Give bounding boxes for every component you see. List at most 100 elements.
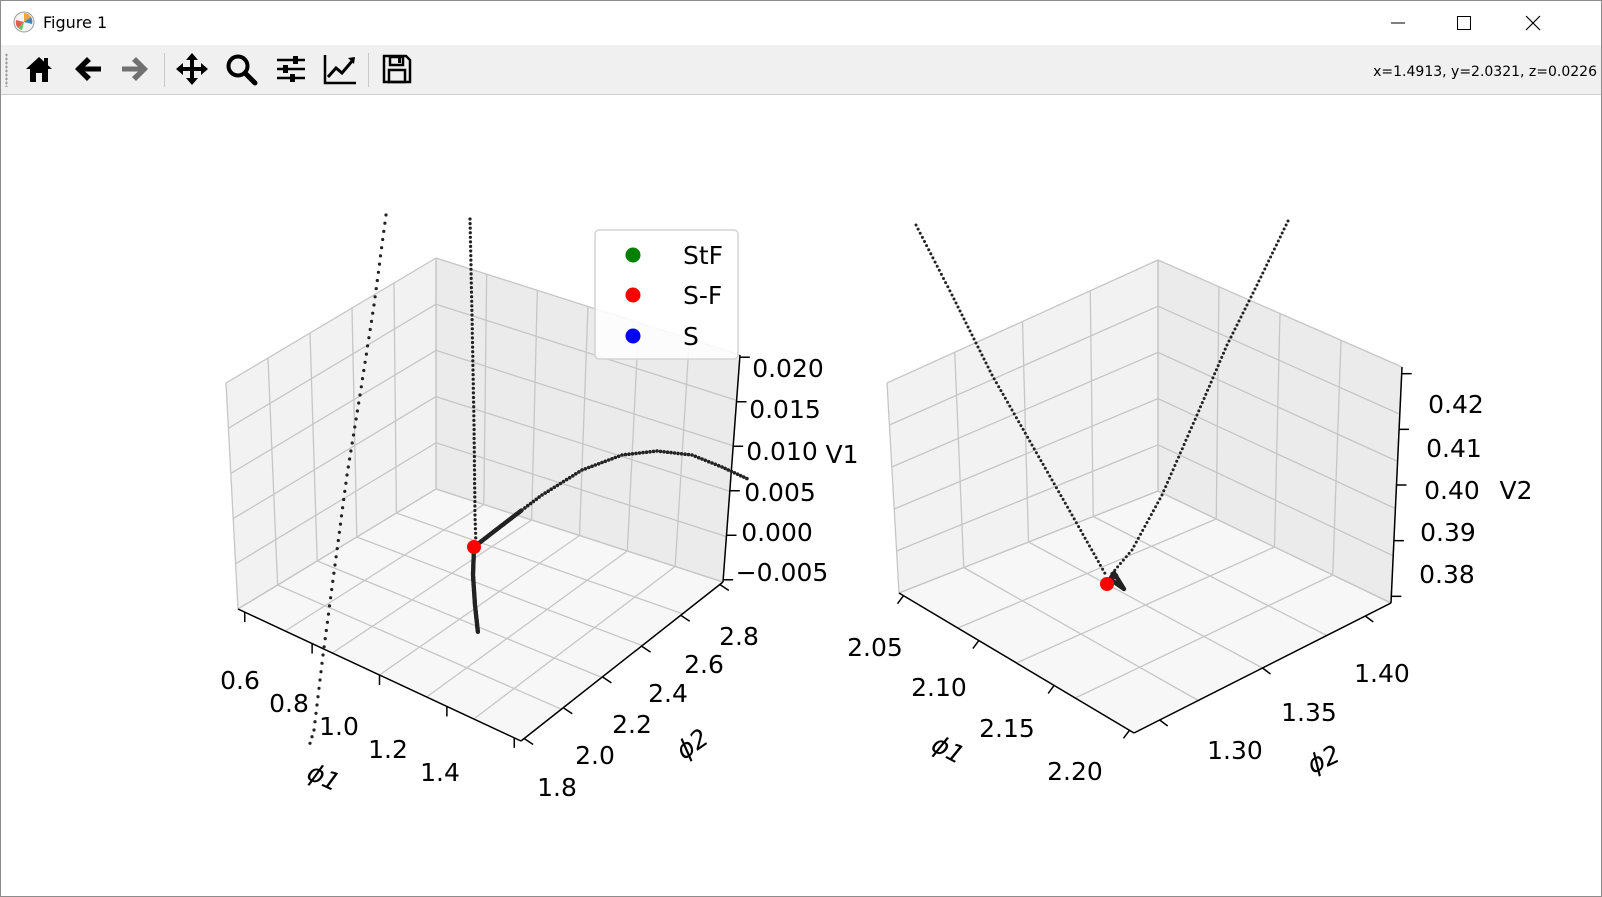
trajectory-point [1079,529,1083,532]
trajectory-point [644,450,649,455]
trajectory-point [937,268,941,272]
left-ztick-label: 0.000 [741,518,813,547]
trajectory-point [1235,323,1239,327]
trajectory-point [531,499,536,504]
trajectory-point [472,441,476,445]
trajectory-point [1204,392,1208,396]
trajectory-point [1030,443,1034,447]
legend-marker-sf [625,287,641,303]
trajectory-point [726,468,730,472]
left-axes-3d[interactable]: 0.6 0.8 1.0 1.2 1.4 1.8 2.0 2.2 2.4 2.6 … [220,213,859,802]
trajectory-point [362,368,366,373]
trajectory-point [350,441,354,445]
trajectory-point [375,278,379,283]
edit-axes-button[interactable] [320,49,360,89]
trajectory-point [603,459,608,464]
trajectory-point [308,741,312,745]
forward-button[interactable] [115,49,155,89]
trajectory-point [1072,517,1076,521]
trajectory-point [920,235,924,239]
legend-marker-s [625,328,641,344]
trajectory-point [1136,536,1140,540]
right-tick-marks [896,372,1412,739]
trajectory-point [700,457,704,461]
trajectory-point [331,579,335,583]
trajectory-point [469,272,473,276]
right-ytick-label: 1.40 [1354,659,1410,688]
trajectory-point [381,237,385,242]
trajectory-point [384,213,388,217]
grid-line [886,382,900,594]
right-axes-3d[interactable]: 2.05 2.10 2.15 2.20 1.30 1.35 1.40 0.38 … [847,219,1533,787]
trajectory-point [716,463,721,468]
trajectory-point [676,451,680,456]
trajectory-point [470,295,474,299]
trajectory-point [1253,287,1257,291]
trajectory-point [1206,388,1210,392]
trajectory-point [994,381,998,385]
right-y-axis-label: ϕ2 [1303,739,1345,779]
trajectory-point [1207,384,1211,388]
trajectory-point [972,337,976,341]
minimize-button[interactable] [1375,1,1421,45]
trajectory-point [648,450,652,454]
trajectory-point [1066,505,1070,509]
trajectory-point [322,645,326,649]
trajectory-point [1171,468,1175,472]
subplots-button[interactable] [271,49,311,89]
grid-line [1089,290,1094,517]
trajectory-point [1063,501,1067,505]
toolbar-grip [5,53,8,87]
trajectory-point [720,465,724,469]
trajectory-point [923,240,926,243]
trajectory-point [606,458,611,462]
trajectory-point [1175,459,1179,463]
legend-marker-stf [625,247,641,263]
trajectory-point [1166,480,1169,484]
trajectory-point [473,486,477,490]
trajectory-point [1284,223,1288,227]
trajectory-point [703,458,708,463]
grid-line [473,565,676,720]
trajectory-point [1282,227,1286,231]
left-z-axis-label: V1 [825,440,858,469]
right-xtick-label: 2.05 [847,633,903,662]
trajectory-point [616,454,621,459]
trajectory-point [374,287,378,291]
trajectory-point [558,481,563,486]
right-xtick-label: 2.20 [1047,757,1103,786]
trajectory-point [1141,528,1145,532]
trajectory-point [1225,343,1229,347]
trajectory-point [470,340,475,345]
close-button[interactable] [1510,1,1556,45]
grid-line [309,332,318,562]
zoom-button[interactable] [221,49,261,89]
trajectory-point [1195,413,1199,417]
trajectory-point [683,452,687,457]
figure-canvas[interactable]: 0.6 0.8 1.0 1.2 1.4 1.8 2.0 2.2 2.4 2.6 … [2,95,1601,896]
matplotlib-logo-icon [13,11,35,33]
pan-button[interactable] [172,49,212,89]
trajectory-point [343,489,347,493]
trajectory-point [976,345,980,349]
trajectory-point [634,451,638,456]
trajectory-point [577,470,581,474]
arrow-left-icon [75,57,101,81]
trajectory-point [944,281,948,285]
back-button[interactable] [68,49,108,89]
trajectory-point [925,244,929,248]
trajectory-point [571,474,575,478]
home-button[interactable] [19,49,59,89]
trajectory-point [473,527,477,531]
maximize-button[interactable] [1441,1,1487,45]
trajectory-point [1276,239,1280,243]
trajectory-point [468,222,472,226]
trajectory-point [373,295,377,299]
trajectory-point [623,452,628,457]
trajectory-point [1178,451,1182,455]
trajectory-point [918,231,922,235]
trajectory-point [337,530,341,534]
save-button[interactable] [377,49,417,89]
trajectory-point [1119,562,1122,565]
